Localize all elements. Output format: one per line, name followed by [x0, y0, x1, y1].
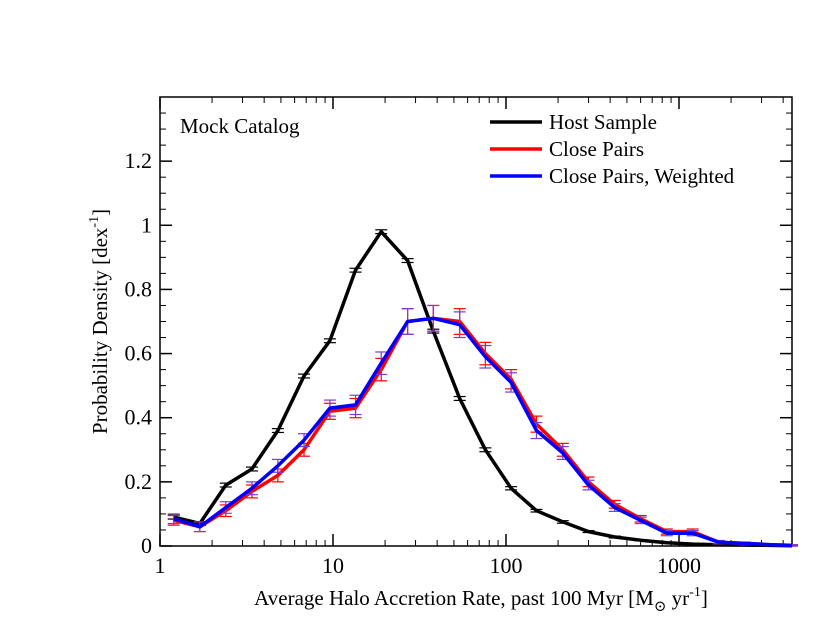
- series-close-pairs-weighted: [167, 304, 798, 548]
- series-close-pairs: [167, 304, 798, 548]
- series-line-close-pairs-weighted: [173, 316, 793, 548]
- series-host-sample: [167, 229, 798, 548]
- x-tick-label: 1: [155, 553, 166, 578]
- legend-label: Close Pairs, Weighted: [549, 164, 735, 188]
- x-tick-label: 1000: [657, 553, 701, 578]
- series-layer: [167, 229, 798, 548]
- x-tick-label: 10: [322, 553, 344, 578]
- x-axis-label-sub: ⊙: [654, 599, 667, 615]
- legend-label: Close Pairs: [549, 137, 644, 161]
- legend: Host Sample Close Pairs Close Pairs, Weigh…: [490, 110, 735, 188]
- x-axis-label: Average Halo Accretion Rate, past 100 My…: [254, 585, 708, 615]
- y-tick-label: 0.4: [125, 405, 153, 430]
- y-tick-label: 1.2: [125, 148, 153, 173]
- y-tick-label: 0.6: [125, 341, 153, 366]
- series-line-host-sample: [173, 229, 793, 548]
- y-tick-label: 0: [141, 533, 152, 558]
- y-tick-label: 0.8: [125, 276, 153, 301]
- x-axis-label-main: Average Halo Accretion Rate, past 100 My…: [254, 586, 654, 610]
- y-axis-label-sup: -1: [87, 216, 102, 228]
- legend-label: Host Sample: [549, 110, 657, 134]
- y-axis-label: Probability Density [dex-1]: [87, 209, 112, 434]
- chart-annotation: Mock Catalog: [180, 114, 300, 138]
- axis-ticks: 0 0.2 0.4 0.6 0.8 1 1.2 1 10 100 1000: [125, 96, 792, 578]
- x-axis-label-sup: -1: [689, 585, 701, 600]
- x-tick-label: 100: [489, 553, 522, 578]
- y-tick-label: 0.2: [125, 469, 153, 494]
- y-axis-label-end: ]: [88, 209, 112, 216]
- y-axis-label-main: Probability Density [dex: [88, 227, 112, 434]
- x-axis-label-end: ]: [701, 586, 708, 610]
- x-axis-label-mid: yr: [666, 586, 689, 610]
- y-tick-label: 1: [141, 212, 152, 237]
